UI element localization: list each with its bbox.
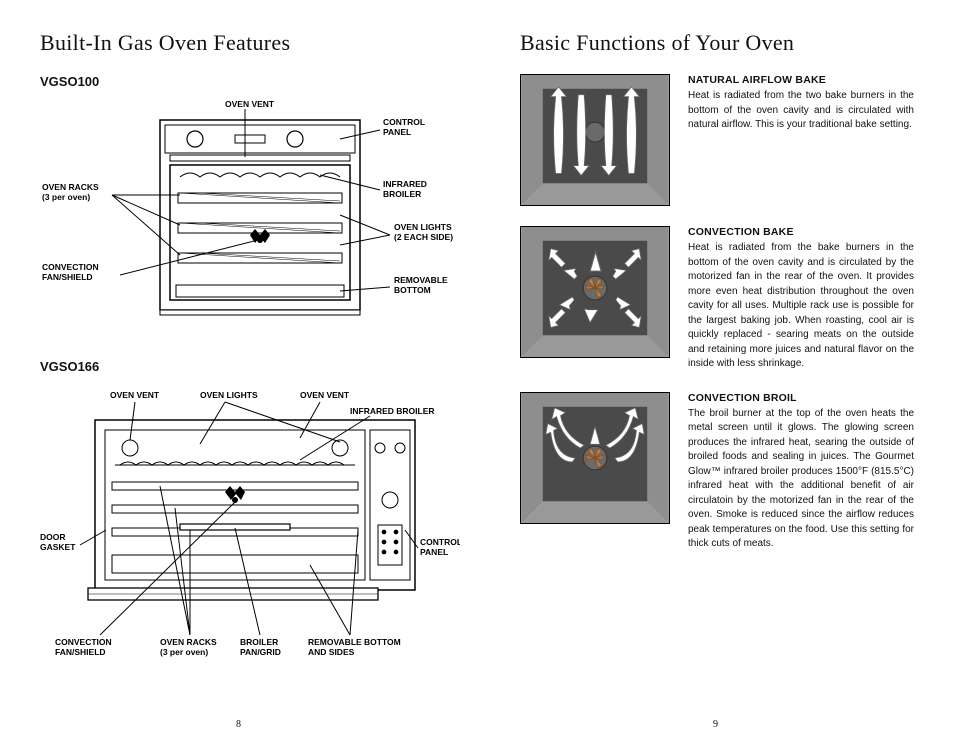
model1-label: VGSO100 (40, 74, 460, 89)
svg-text:CONVECTIONFAN/SHIELD: CONVECTIONFAN/SHIELD (55, 637, 112, 657)
svg-text:REMOVABLEBOTTOM: REMOVABLEBOTTOM (394, 275, 448, 295)
d1-oven-vent: OVEN VENT (225, 99, 275, 109)
svg-text:OVEN VENT: OVEN VENT (110, 390, 160, 400)
diagram-vgso100: OVEN VENT CONTROLPANEL OVEN RACKS (3 per… (40, 95, 460, 345)
page-number-right: 9 (477, 719, 954, 730)
svg-text:REMOVABLE BOTTOMAND SIDES: REMOVABLE BOTTOMAND SIDES (308, 637, 401, 657)
svg-text:CONTROLPANEL: CONTROLPANEL (383, 117, 425, 137)
left-page-title: Built-In Gas Oven Features (40, 30, 460, 56)
func3-title: CONVECTION BROIL (688, 392, 914, 404)
model2-label: VGSO166 (40, 359, 460, 374)
func3-image (520, 392, 670, 524)
svg-text:BROILERPAN/GRID: BROILERPAN/GRID (240, 637, 281, 657)
left-page: Built-In Gas Oven Features VGSO100 (40, 30, 460, 718)
func2-image (520, 226, 670, 358)
func-natural-airflow: NATURAL AIRFLOW BAKE Heat is radiated fr… (520, 74, 914, 206)
func1-title: NATURAL AIRFLOW BAKE (688, 74, 914, 86)
page-number-left: 8 (0, 719, 477, 730)
svg-text:OVEN LIGHTS: OVEN LIGHTS (200, 390, 258, 400)
svg-text:CONVECTIONFAN/SHIELD: CONVECTIONFAN/SHIELD (42, 262, 99, 282)
svg-text:OVEN RACKS(3 per oven): OVEN RACKS(3 per oven) (160, 637, 217, 657)
func2-desc: Heat is radiated from the bake burners i… (688, 241, 914, 372)
right-page-title: Basic Functions of Your Oven (520, 30, 914, 56)
svg-text:INFRARED BROILER: INFRARED BROILER (350, 406, 435, 416)
diagram-vgso166: OVEN VENT OVEN LIGHTS OVEN VENT INFRARED… (40, 380, 460, 660)
func-convection-broil: CONVECTION BROIL The broil burner at the… (520, 392, 914, 552)
func3-desc: The broil burner at the top of the oven … (688, 407, 914, 552)
svg-text:OVEN LIGHTS(2 EACH SIDE): OVEN LIGHTS(2 EACH SIDE) (394, 222, 453, 242)
svg-text:INFRAREDBROILER: INFRAREDBROILER (383, 179, 427, 199)
svg-text:DOORGASKET: DOORGASKET (40, 532, 76, 552)
func-convection-bake: CONVECTION BAKE Heat is radiated from th… (520, 226, 914, 372)
svg-text:OVEN VENT: OVEN VENT (300, 390, 350, 400)
func1-image (520, 74, 670, 206)
svg-text:(3 per oven): (3 per oven) (42, 192, 90, 202)
func1-desc: Heat is radiated from the two bake burne… (688, 89, 914, 133)
svg-text:OVEN RACKS: OVEN RACKS (42, 182, 99, 192)
right-page: Basic Functions of Your Oven (520, 30, 914, 718)
svg-text:CONTROLPANEL: CONTROLPANEL (420, 537, 460, 557)
func2-title: CONVECTION BAKE (688, 226, 914, 238)
